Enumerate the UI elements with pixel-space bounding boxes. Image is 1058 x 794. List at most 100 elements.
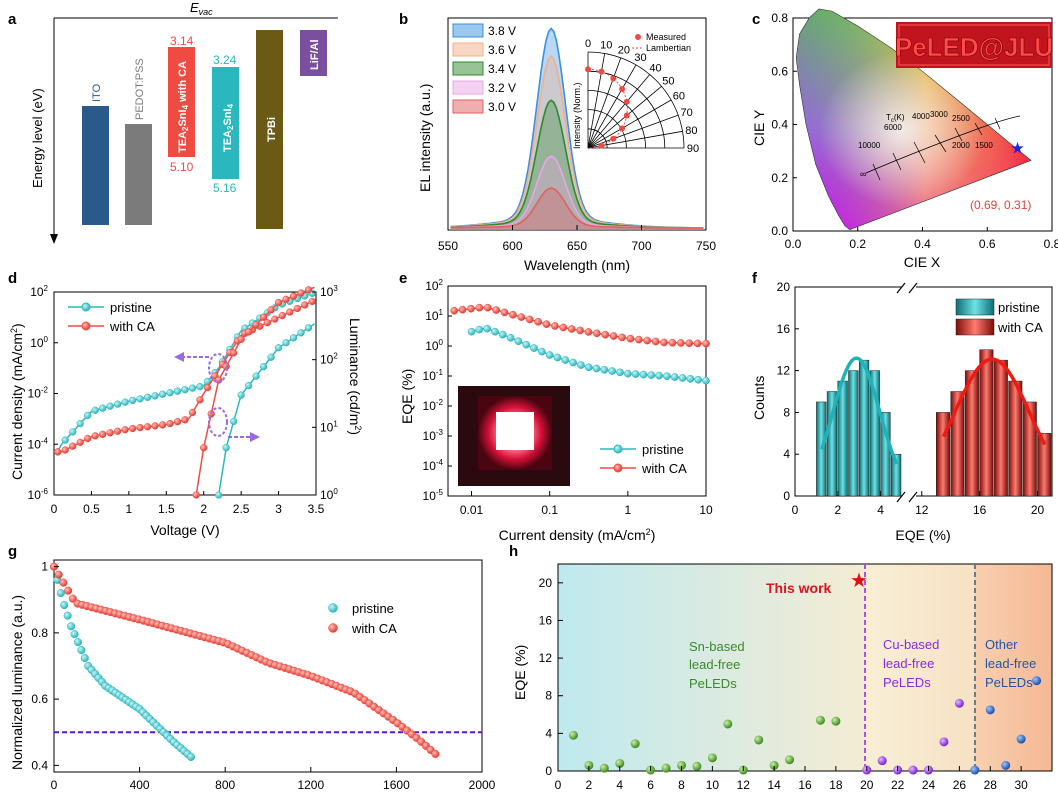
b-polar-angle-label: 10 [600,40,612,52]
b-polar-spoke [587,64,637,149]
f-break-mark [896,282,906,294]
cie-point-label: (0.69, 0.31) [970,198,1031,212]
d-j-point [91,432,99,440]
e-point [553,353,562,362]
h-point [970,765,980,775]
d-l-point [267,353,275,361]
e-point [693,339,702,348]
d-j-point [173,418,182,426]
d-l-point [192,491,200,499]
d-j-point [99,430,107,438]
f-xtick-label: 4 [877,503,884,517]
h-ylabel: EQE (%) [512,645,528,700]
panel-label-h: h [509,543,518,560]
d-l-point [259,363,268,371]
logo-box [896,22,1052,68]
e-point [608,367,617,375]
g-xtick-label: 1200 [297,778,324,792]
e-point [577,361,585,369]
h-xtick-label: 28 [984,778,998,792]
g-point [70,630,79,639]
f-bar [826,391,838,497]
f-break-mask-top [902,283,916,291]
d-ytick-label: 10-4 [28,436,49,451]
e-point [685,339,694,348]
h-point [939,737,949,747]
d-xtick-label: 2.5 [233,502,250,516]
c-xtick-label: 0.0 [785,237,802,251]
e-point [601,330,610,339]
g-point [77,646,86,655]
f-xtick-label: 20 [1031,503,1045,517]
f-legend-swatch [955,318,995,336]
h-point [985,705,995,715]
d-l-point [297,329,305,337]
d-y2label: Luminance (cd/m2) [347,318,363,435]
e-point [542,320,551,328]
d-j-point [84,411,92,420]
tea-top: 3.24 [213,53,237,67]
e-ytick-label: 10-5 [423,488,444,503]
panel-f: f 0 4 8 12 16 20 0 2 4 12 16 20 EQE (%) Counts pris… [751,270,1053,543]
this-work-star: ★ [850,570,868,592]
e-point [517,313,526,321]
h-xtick-label: 22 [891,778,905,792]
e-ytick-label: 10-4 [423,458,444,473]
svg-text:PeLEDs: PeLEDs [985,675,1033,690]
b-legend-swatch [452,23,484,38]
svg-text:PeLEDs: PeLEDs [883,675,931,690]
h-point [877,756,887,766]
panel-g: g 0 400 800 1200 1600 2000 0.4 0.6 0.8 1 Normaliz… [8,543,496,792]
h-point [584,760,594,770]
svg-text:Cu-based: Cu-based [883,637,939,652]
layer-ito [82,106,109,225]
panel-label-a: a [8,11,17,28]
d-legend-label: with CA [109,319,155,334]
b-legend-label: 3.2 V [488,81,516,95]
b-legend-label: 3.6 V [488,43,516,57]
h-xtick-label: 18 [829,778,843,792]
d-j-point [128,396,137,405]
d-j-point [106,429,114,437]
b-xtick-label: 750 [696,239,716,253]
d-ytick-label: 10-6 [28,487,49,502]
g-legend-marker [328,603,338,613]
d-l-line-1 [195,286,315,496]
b-measured-point [619,85,626,92]
f-ytick-label: 8 [783,405,790,419]
e-point [647,371,656,379]
h-region-sn [558,564,865,771]
g-legend-label: pristine [352,601,394,616]
d-legend-marker [81,321,91,331]
e-point [592,364,601,373]
d-l-point [304,324,313,332]
c-xtick-label: 0.2 [849,237,866,251]
f-fit-1 [941,357,1047,446]
g-point [64,586,73,595]
h-point [661,763,671,773]
cie-label-3000: 3000 [930,110,948,119]
evac-label: Evac [190,0,213,17]
g-xtick-label: 2000 [469,778,496,792]
g-point [67,622,76,631]
h-ytick-label: 12 [539,651,553,665]
d-j-point [158,390,167,398]
svg-text:PeLEDs: PeLEDs [689,676,737,691]
f-legend-label: with CA [997,320,1043,335]
c-xtick-label: 0.6 [979,237,996,251]
h-point [754,735,764,745]
e-point [651,337,660,346]
d-ylabel: Current density (mA/cm2) [9,323,25,480]
f-bar [1008,380,1023,497]
e-point [500,308,509,317]
g-ytick-label: 0.4 [31,758,48,772]
e-ytick-label: 10-2 [423,398,444,413]
b-xtick-label: 700 [631,239,651,253]
h-point [707,753,717,763]
b-polar-angle-label: 40 [649,63,661,75]
e-ylabel: EQE (%) [399,369,415,424]
d-l-point [200,444,208,452]
d-j-point [136,423,144,432]
layer-tea-ca [168,47,195,157]
e-point [668,338,677,347]
